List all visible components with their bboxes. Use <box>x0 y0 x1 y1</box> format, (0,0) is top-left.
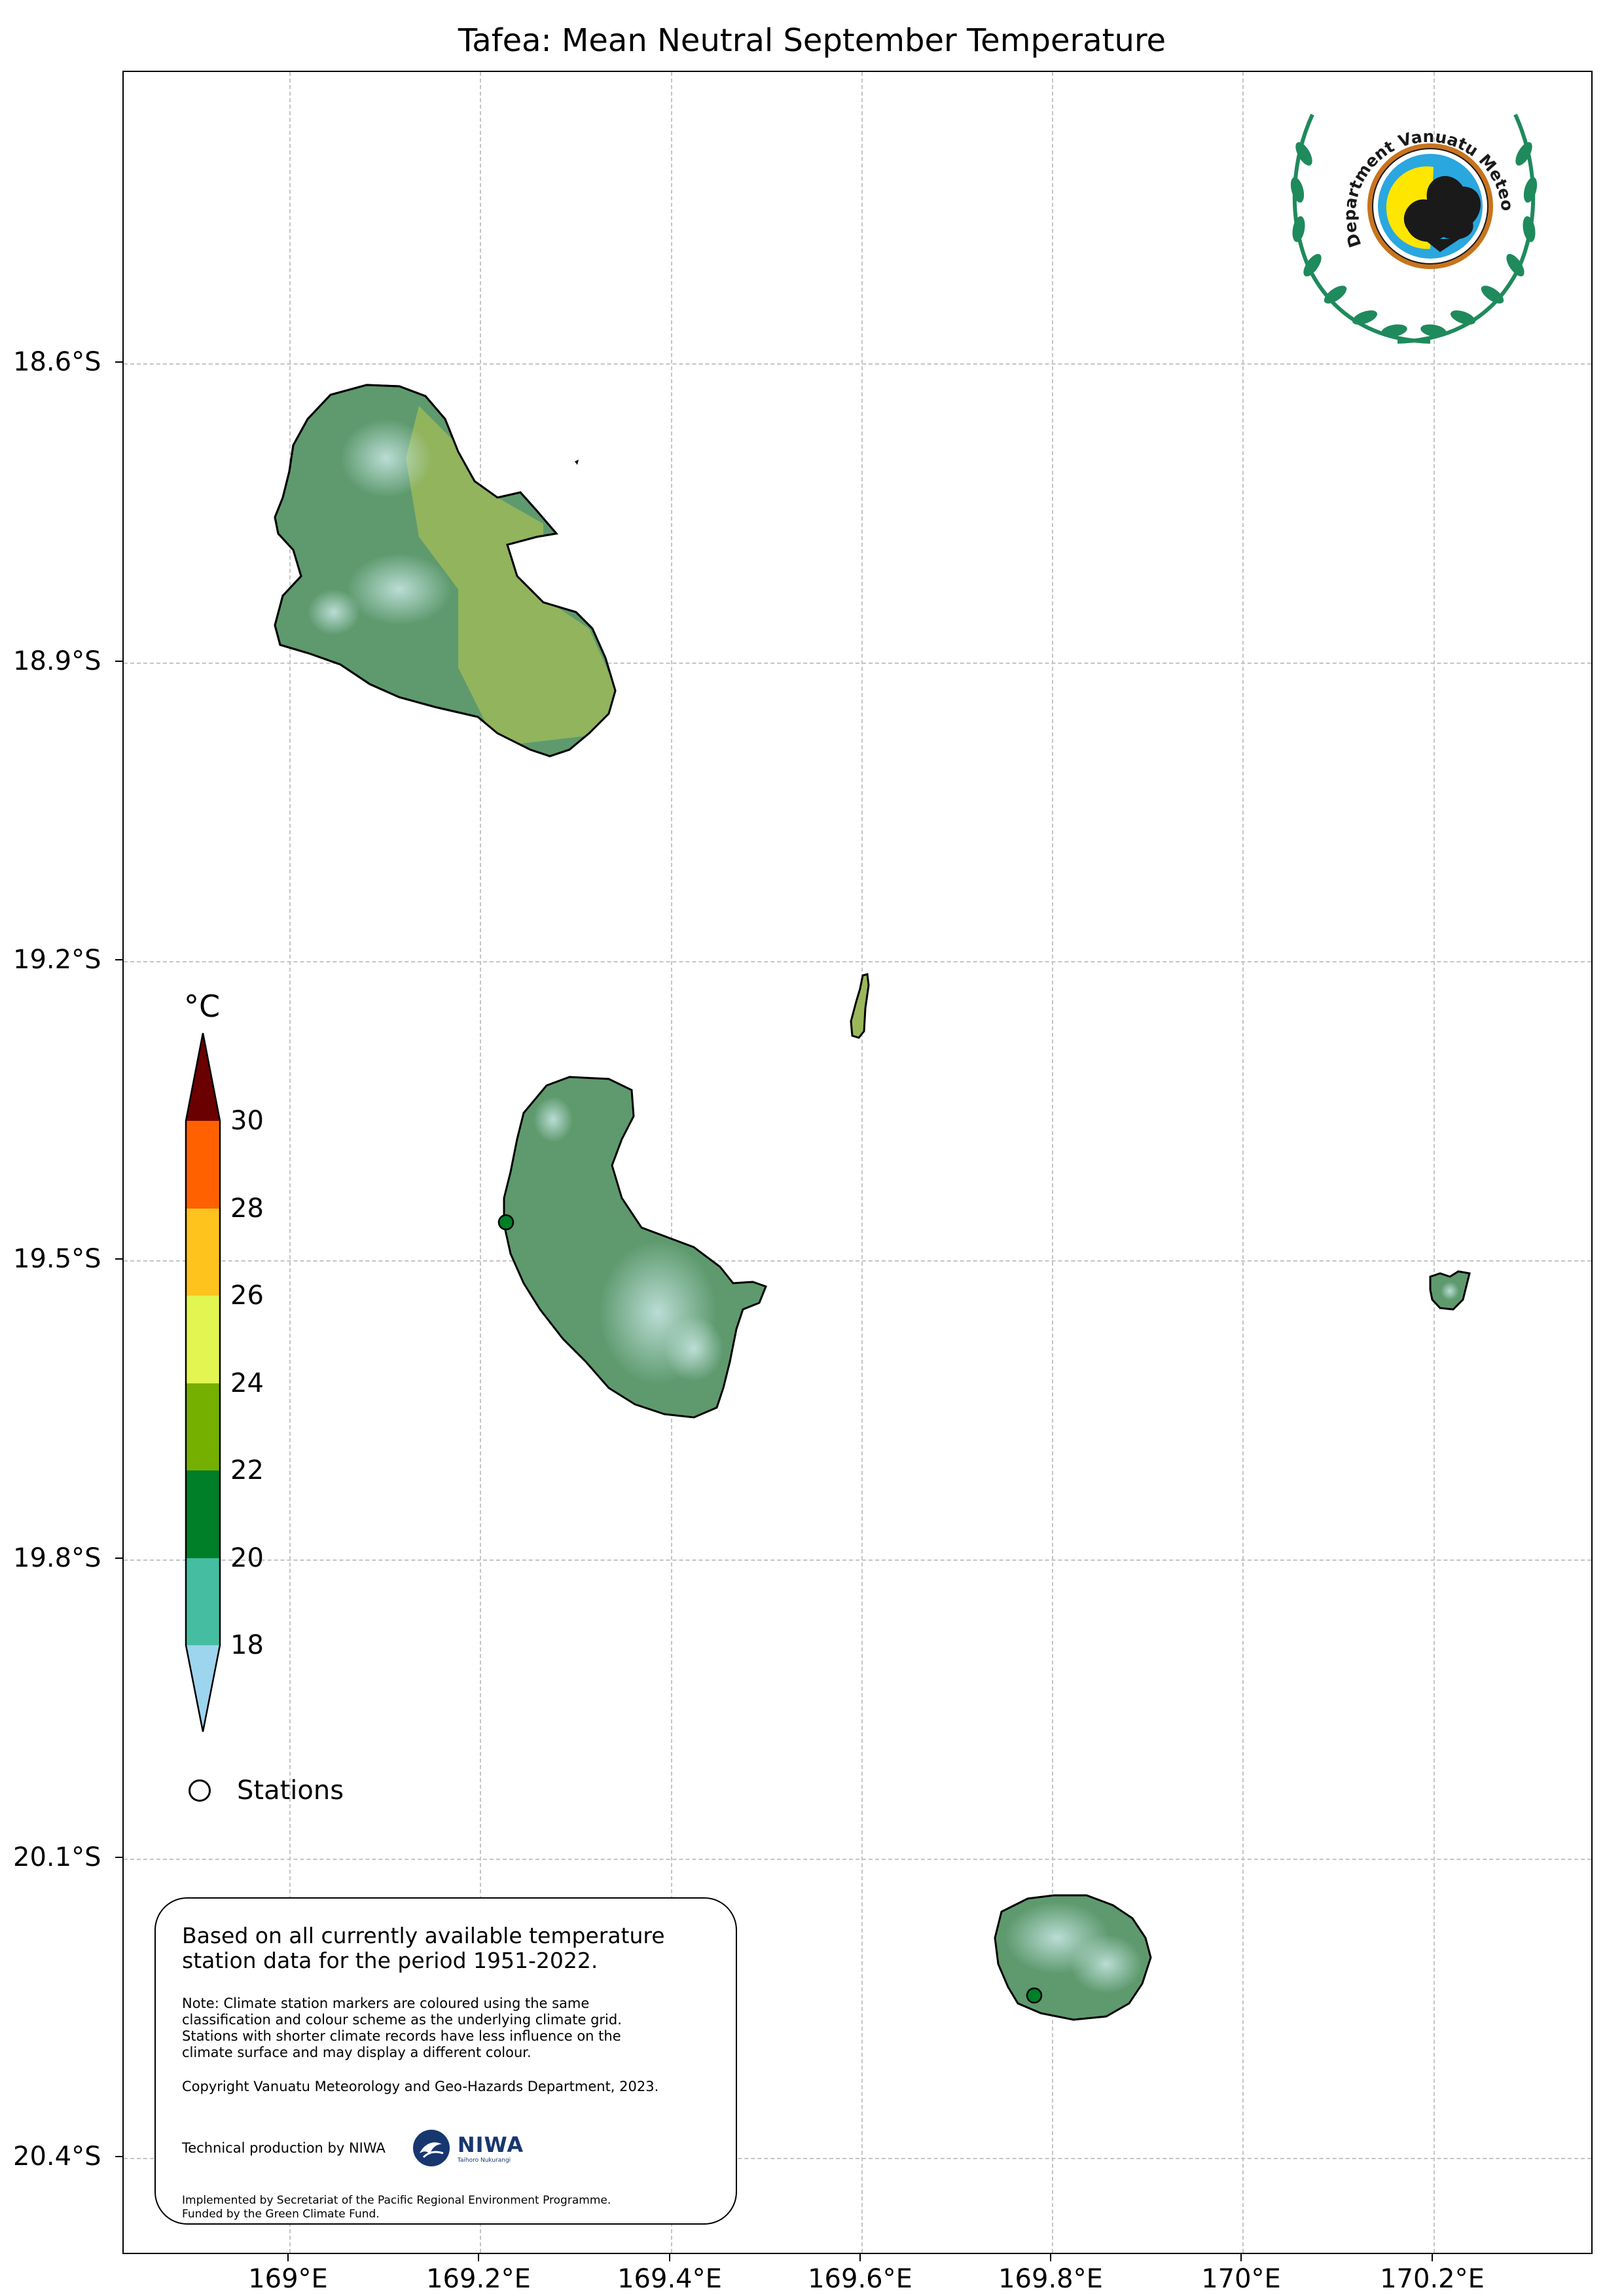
gridline-lon-170 <box>1242 72 1244 2253</box>
logo-text: Department Vanuatu Meteorology and Geo-H… <box>0 0 1517 250</box>
lon-tick-label: 169.4°E <box>617 2264 722 2294</box>
gridline-lat-19-5 <box>124 1260 1591 1262</box>
gridline-lon-169-4 <box>671 72 672 2253</box>
gridline-lon-169-6 <box>861 72 863 2253</box>
colorbar-label: 26 <box>230 1281 264 1311</box>
lon-tick-label: 170.2°E <box>1380 2264 1485 2294</box>
niwa-wave-icon <box>412 2129 450 2166</box>
colorbar-unit: °C <box>184 989 221 1024</box>
station-marker-tanna[interactable] <box>497 1214 514 1231</box>
gridline-lon-170-2 <box>1434 72 1435 2253</box>
lat-tick-label: 18.6°S <box>13 347 101 377</box>
station-legend-marker <box>189 1779 211 1802</box>
colorbar-band <box>186 1558 220 1645</box>
lon-tick-mark <box>859 2254 861 2261</box>
gridline-lat-19-8 <box>124 1559 1591 1561</box>
colorbar-band <box>186 1470 220 1558</box>
island-aniwa <box>850 973 870 1039</box>
colorbar <box>185 1032 221 1732</box>
colorbar-extend-min <box>186 1645 220 1732</box>
vmgd-emblem-icon: Department Vanuatu Meteorology and Geo-H… <box>0 0 1538 344</box>
islet-rock <box>575 460 579 465</box>
lon-tick-label: 169.2°E <box>426 2264 531 2294</box>
lat-tick-mark <box>115 1857 122 1858</box>
lat-tick-label: 19.5°S <box>13 1244 101 1274</box>
colorbar-band <box>186 1121 220 1209</box>
map-frame[interactable] <box>122 71 1593 2254</box>
stations-legend: Stations <box>189 1776 344 1806</box>
gridline-lat-19-2 <box>124 961 1591 962</box>
lon-tick-label: 170°E <box>1201 2264 1281 2294</box>
lat-tick-mark <box>115 959 122 960</box>
gridline-lat-20-1 <box>124 1859 1591 1860</box>
island-futuna <box>1429 1270 1471 1311</box>
map-title: Tafea: Mean Neutral September Temperatur… <box>458 22 1166 59</box>
gridline-lon-169-2 <box>480 72 481 2253</box>
colorbar-band <box>186 1383 220 1470</box>
island-aneityum <box>994 1894 1152 2021</box>
colorbar-label: 20 <box>230 1543 264 1573</box>
lon-tick-label: 169.8°E <box>998 2264 1103 2294</box>
colorbar-label: 24 <box>230 1368 264 1398</box>
lon-tick-mark <box>669 2254 670 2261</box>
info-note-box: Based on all currently available tempera… <box>154 1897 737 2225</box>
lat-tick-mark <box>115 661 122 662</box>
stations-label: Stations <box>237 1776 344 1806</box>
gridline-lat-20-4 <box>124 2158 1591 2159</box>
colorbar-band <box>186 1209 220 1296</box>
niwa-sub: Taihoro Nukurangi <box>457 2157 511 2164</box>
lat-tick-label: 20.4°S <box>13 2141 101 2172</box>
gridline-lon-169 <box>289 72 291 2253</box>
lat-tick-mark <box>115 361 122 363</box>
island-erromango <box>274 384 617 757</box>
note-implemented: Implemented by Secretariat of the Pacifi… <box>182 2193 611 2221</box>
station-marker-aneityum[interactable] <box>1026 1987 1043 2004</box>
lat-tick-label: 18.9°S <box>13 646 101 676</box>
colorbar-label: 30 <box>230 1106 264 1136</box>
island-tanna <box>503 1076 767 1419</box>
note-small: Note: Climate station markers are colour… <box>182 1995 622 2061</box>
lon-tick-label: 169°E <box>248 2264 328 2294</box>
lat-tick-mark <box>115 2156 122 2157</box>
lat-tick-mark <box>115 1258 122 1260</box>
colorbar-label: 18 <box>230 1630 264 1660</box>
note-copyright: Copyright Vanuatu Meteorology and Geo-Ha… <box>182 2078 659 2094</box>
lon-tick-mark <box>1432 2254 1433 2261</box>
gridline-lon-169-8 <box>1052 72 1053 2253</box>
lon-tick-mark <box>287 2254 289 2261</box>
colorbar-band <box>186 1296 220 1383</box>
colorbar-extend-max <box>186 1033 220 1121</box>
lon-tick-label: 169.6°E <box>808 2264 912 2294</box>
lat-tick-label: 20.1°S <box>13 1842 101 1872</box>
svg-text:Department Vanuatu Meteorology: Department Vanuatu Meteorology and Geo-H… <box>0 0 1517 250</box>
colorbar-label: 22 <box>230 1455 264 1485</box>
niwa-name: NIWA <box>457 2132 524 2157</box>
gridline-lat-18-9 <box>124 663 1591 664</box>
gridline-lat-18-6 <box>124 363 1591 365</box>
lon-tick-mark <box>478 2254 479 2261</box>
note-main: Based on all currently available tempera… <box>182 1923 665 1973</box>
lat-tick-label: 19.8°S <box>13 1543 101 1573</box>
colorbar-label: 28 <box>230 1194 264 1224</box>
lon-tick-mark <box>1240 2254 1242 2261</box>
note-technical: Technical production by NIWA <box>182 2140 386 2156</box>
lat-tick-label: 19.2°S <box>13 945 101 975</box>
lat-tick-mark <box>115 1558 122 1559</box>
lon-tick-mark <box>1050 2254 1051 2261</box>
niwa-logo: NIWA Taihoro Nukurangi <box>412 2128 524 2168</box>
